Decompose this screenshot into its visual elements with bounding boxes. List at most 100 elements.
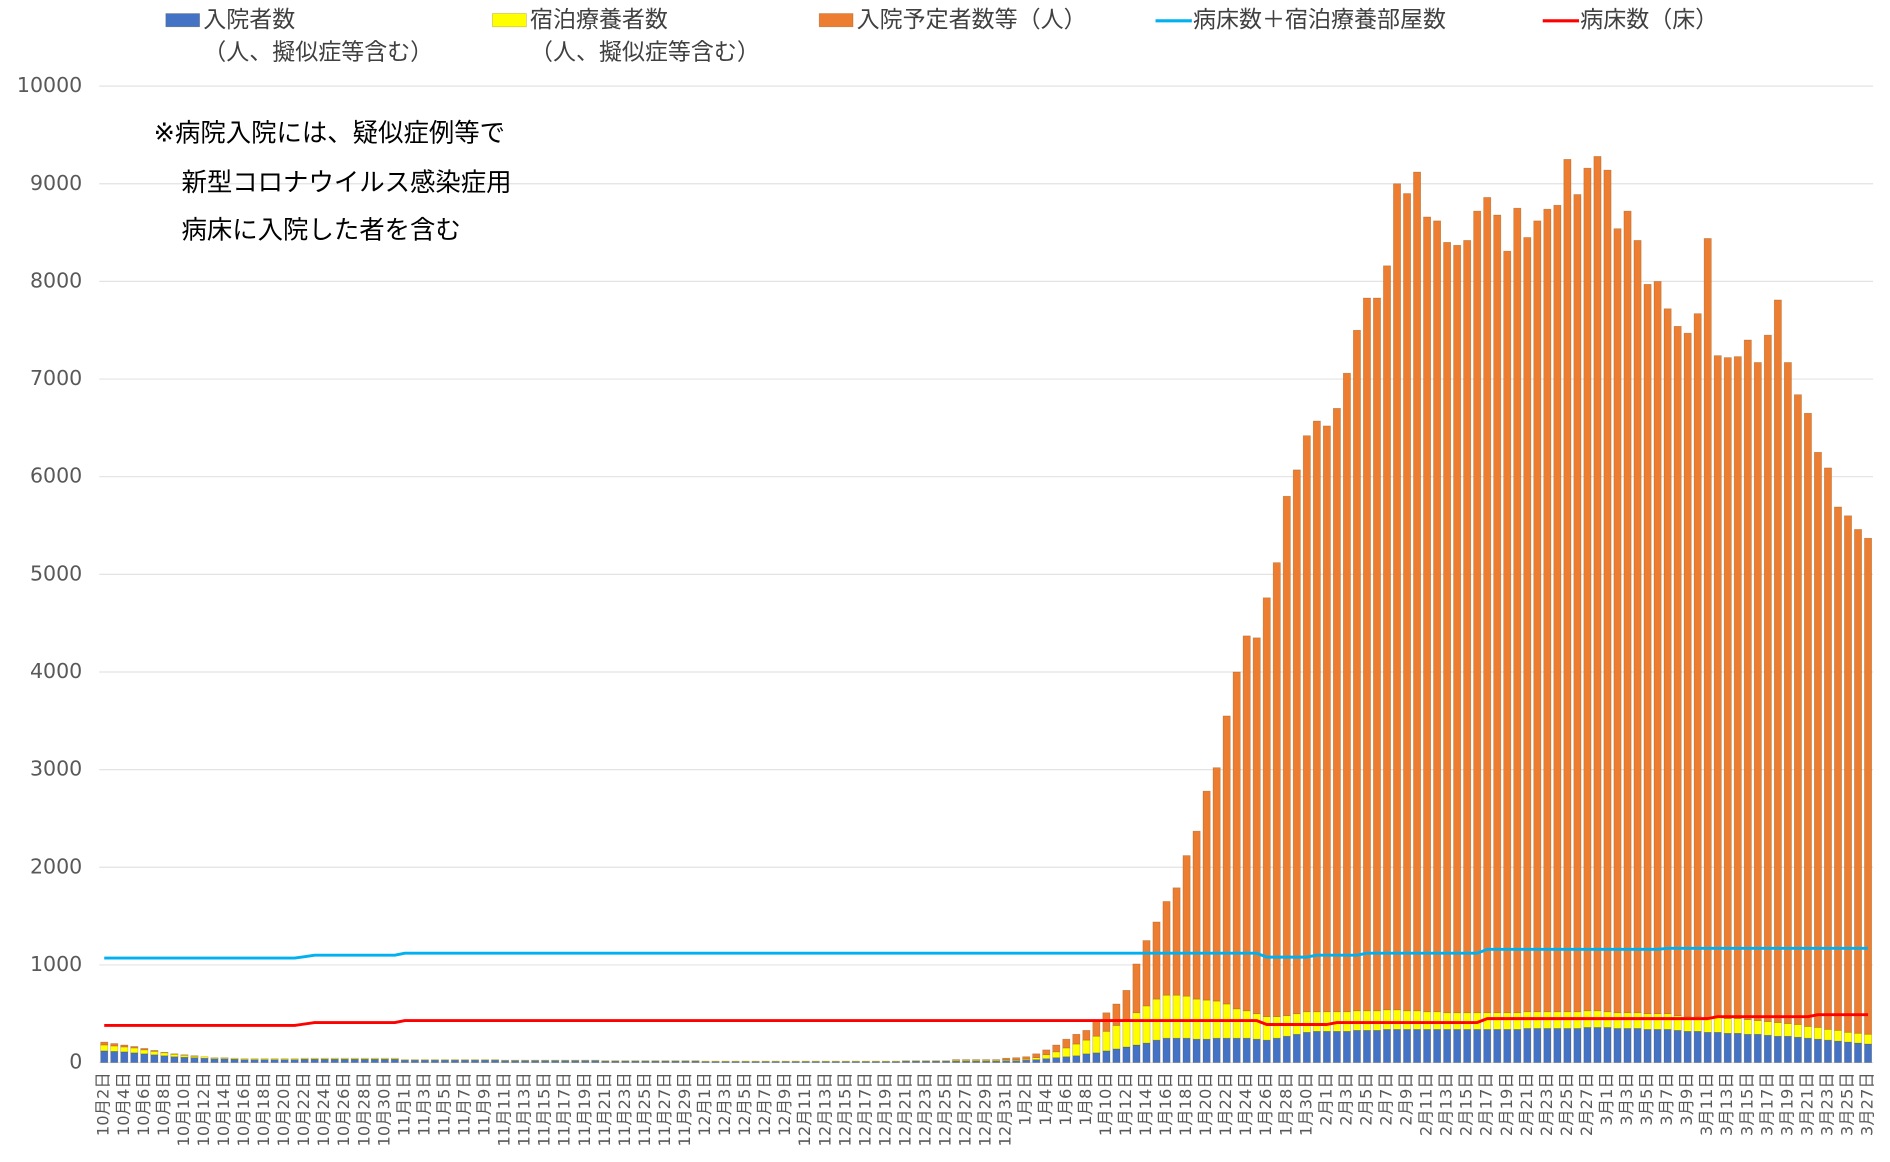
bar: [1262, 1016, 1271, 1041]
bar: [1453, 244, 1462, 1014]
bar: [1082, 1030, 1091, 1041]
bar: [1573, 1028, 1582, 1063]
x-tick-label: 1月28日: [1276, 1072, 1295, 1136]
bar: [200, 1057, 209, 1063]
x-tick-label: 1月16日: [1156, 1072, 1175, 1136]
bar: [1383, 1009, 1391, 1030]
bar: [290, 1058, 299, 1060]
bar: [390, 1058, 399, 1063]
bar: [1543, 208, 1552, 1013]
x-tick-label: 12月25日: [936, 1072, 955, 1146]
bar: [260, 1058, 269, 1060]
bar: [1212, 767, 1221, 1002]
bar: [1272, 562, 1281, 1017]
x-tick-label: 11月7日: [455, 1072, 474, 1136]
bar: [1633, 1012, 1642, 1029]
bar: [1563, 159, 1572, 1013]
bar: [380, 1058, 389, 1063]
bar: [1152, 1039, 1161, 1063]
bar: [1302, 1032, 1311, 1063]
bar: [1864, 1043, 1872, 1063]
bar: [1503, 1012, 1512, 1030]
x-tick-label: 3月5日: [1637, 1072, 1656, 1125]
bar: [1573, 1011, 1582, 1029]
bar: [1864, 1033, 1872, 1045]
x-tick-label: 2月3日: [1336, 1072, 1355, 1125]
bar: [1513, 207, 1522, 1014]
bar: [1753, 1033, 1762, 1063]
bar: [1192, 830, 1201, 1000]
bar: [1423, 1011, 1432, 1030]
bar: [1072, 1043, 1081, 1057]
x-tick-label: 12月29日: [976, 1072, 995, 1146]
bar: [1683, 1031, 1692, 1063]
x-tick-label: 1月12日: [1116, 1072, 1135, 1136]
bar: [1633, 1028, 1642, 1063]
legend-entry: 入院予定者数等（人）: [857, 6, 1087, 33]
bar: [1282, 1035, 1291, 1063]
bar: [441, 1059, 449, 1063]
bar: [1824, 1039, 1832, 1063]
bar: [1172, 887, 1181, 996]
legend: 入院者数 （人、擬似症等含む） 宿泊療養者数 （人、擬似症等含む） 入院予定者数等（…: [165, 6, 1718, 66]
legend-entry: 病床数（床）: [1580, 6, 1718, 33]
x-tick-label: 11月25日: [635, 1072, 654, 1146]
bar: [1082, 1039, 1091, 1055]
bar: [360, 1058, 369, 1063]
bar: [1102, 1012, 1111, 1032]
bar: [1272, 1016, 1281, 1039]
bar: [1433, 220, 1442, 1013]
bar: [1653, 1013, 1662, 1030]
bar: [1282, 495, 1291, 1017]
line-series: [104, 946, 1869, 960]
bar: [1623, 1012, 1632, 1029]
x-tick-label: 12月17日: [855, 1072, 874, 1146]
bar: [100, 1041, 109, 1046]
bar: [1062, 1056, 1071, 1063]
bar: [1202, 1038, 1211, 1063]
bar: [1222, 1037, 1231, 1063]
x-tick-label: 2月23日: [1537, 1072, 1556, 1136]
x-tick-label: 11月29日: [675, 1072, 694, 1146]
grid: [99, 85, 1874, 1064]
bar: [1483, 1029, 1492, 1063]
bar: [1693, 313, 1702, 1017]
bar: [1443, 1029, 1452, 1063]
bar: [1102, 1031, 1111, 1052]
bar: [1433, 1029, 1442, 1063]
bar: [330, 1058, 339, 1063]
x-tick-label: 10月18日: [254, 1072, 273, 1146]
bars: [100, 156, 1872, 1063]
bar: [320, 1058, 329, 1063]
bar: [1703, 1032, 1712, 1063]
bar: [1693, 1031, 1702, 1063]
y-tick-label: 5000: [30, 561, 82, 585]
bar: [1753, 362, 1762, 1021]
bar: [370, 1058, 379, 1063]
bar: [1062, 1047, 1071, 1058]
annotation: ※病院入院には、疑似症例等で: [154, 118, 505, 148]
x-tick-label: 1月8日: [1076, 1072, 1095, 1125]
bar: [1713, 1032, 1722, 1063]
bar: [1403, 1010, 1411, 1030]
x-tick-label: 12月19日: [875, 1072, 894, 1146]
bar: [1072, 1033, 1081, 1045]
bar: [370, 1057, 379, 1060]
bar: [220, 1058, 229, 1063]
bar: [1483, 197, 1492, 1014]
bar: [150, 1054, 159, 1063]
bar: [1112, 1025, 1121, 1050]
bar: [1353, 1010, 1361, 1031]
bar: [1844, 515, 1852, 1033]
x-tick-label: 1月6日: [1056, 1072, 1075, 1125]
bar: [1192, 998, 1201, 1040]
x-tick-label: 11月1日: [394, 1072, 413, 1136]
x-tick-label: 11月11日: [495, 1072, 514, 1146]
bar: [1533, 1011, 1542, 1029]
bar: [1002, 1057, 1011, 1060]
bar: [300, 1058, 309, 1063]
bar: [1864, 537, 1872, 1035]
x-tick-label: 10月24日: [314, 1072, 333, 1146]
line-series: [104, 1013, 1869, 1027]
bar: [1804, 1026, 1812, 1039]
